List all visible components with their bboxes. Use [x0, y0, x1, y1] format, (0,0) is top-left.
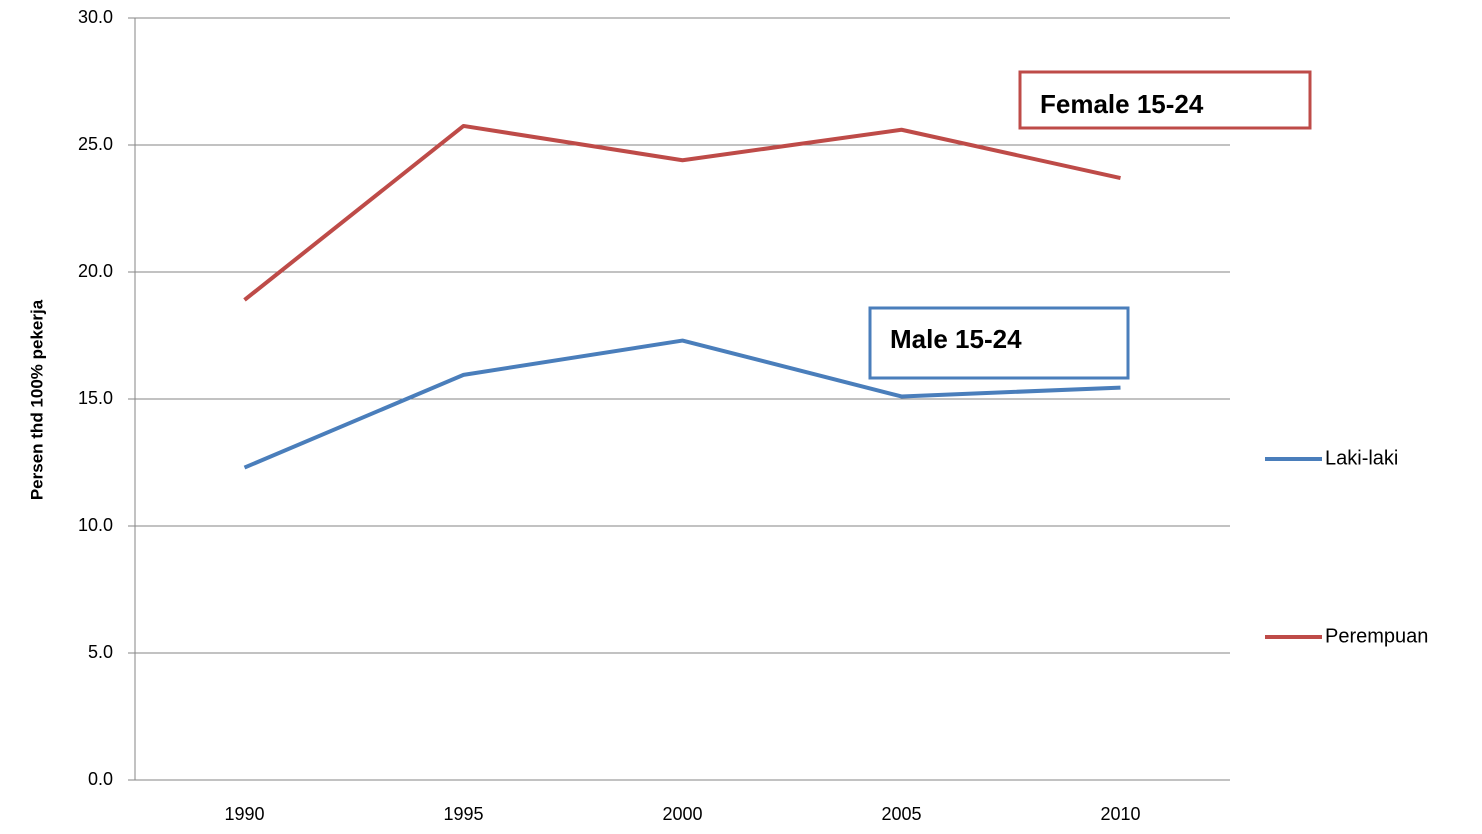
x-tick-label: 1995 [443, 804, 483, 824]
x-tick-label: 1990 [224, 804, 264, 824]
legend-label: Perempuan [1325, 625, 1428, 647]
y-tick-label: 15.0 [78, 388, 113, 408]
annotation-box [1018, 70, 1312, 130]
x-tick-label: 2000 [662, 804, 702, 824]
series-line [243, 338, 1121, 470]
y-tick-label: 25.0 [78, 134, 113, 154]
annotation: Male 15-24 [890, 324, 1022, 354]
y-tick-label: 30.0 [78, 7, 113, 27]
x-tick-label: 2010 [1100, 804, 1140, 824]
y-axis-label: Persen thd 100% pekerja [27, 299, 46, 500]
y-tick-label: 20.0 [78, 261, 113, 281]
y-tick-label: 0.0 [88, 769, 113, 789]
annotation: Female 15-24 [1040, 89, 1204, 119]
y-tick-label: 5.0 [88, 642, 113, 662]
y-tick-label: 10.0 [78, 515, 113, 535]
legend-label: Laki-laki [1325, 447, 1398, 469]
x-tick-label: 2005 [881, 804, 921, 824]
annotation-box [868, 306, 1130, 380]
series-line [243, 123, 1121, 302]
